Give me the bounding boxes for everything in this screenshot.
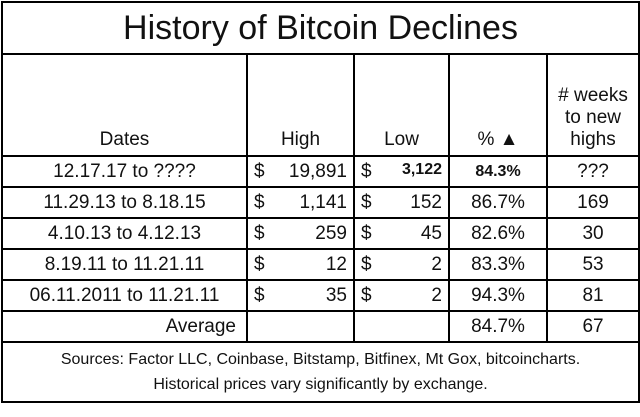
currency-symbol: $: [254, 191, 265, 213]
currency-symbol: $: [254, 222, 265, 244]
weeks-cell: 30: [545, 217, 640, 250]
currency-symbol: $: [254, 160, 265, 182]
money: $3,122: [361, 161, 442, 183]
high-cell: $12: [246, 248, 355, 281]
source-line: Sources: Factor LLC, Coinbase, Bitstamp,…: [60, 351, 581, 368]
declines-table: History of Bitcoin Declines Dates High L…: [0, 1, 640, 403]
pct-cell: 83.3%: [448, 248, 548, 281]
dates-cell: 06.11.2011 to 11.21.11: [1, 279, 248, 312]
dates-cell: 11.29.13 to 8.18.15: [1, 186, 248, 219]
table-body: 12.17.17 to ???? $19,891 $3,122 84.3%??? 11.…: [1, 155, 640, 312]
source-line: Historical prices vary significantly by …: [153, 376, 488, 393]
weeks-cell: 81: [545, 279, 640, 312]
dates-cell: 4.10.13 to 4.12.13: [1, 217, 248, 250]
money: $2: [361, 254, 442, 276]
money: $35: [254, 285, 347, 307]
table-row: 11.29.13 to 8.18.15 $1,141 $152 86.7% 169: [1, 186, 640, 219]
money: $19,891: [254, 161, 347, 183]
pct-cell: 82.6%: [448, 217, 548, 250]
amount: 2: [431, 253, 442, 275]
currency-symbol: $: [254, 253, 265, 275]
high-cell: $19,891: [246, 155, 355, 188]
average-label: Average: [1, 310, 248, 343]
low-cell: $152: [353, 186, 450, 219]
high-cell: $1,141: [246, 186, 355, 219]
amount: 12: [325, 253, 347, 275]
header-cell: # weeks to new highs: [545, 53, 640, 157]
table-row: 8.19.11 to 11.21.11 $12 $2 83.3% 53: [1, 248, 640, 281]
table-row: 4.10.13 to 4.12.13 $259 $45 82.6% 30: [1, 217, 640, 250]
weeks-cell: 53: [545, 248, 640, 281]
amount: 2: [431, 284, 442, 306]
low-cell: $2: [353, 279, 450, 312]
money: $1,141: [254, 192, 347, 214]
pct-cell: 84.3%: [448, 155, 548, 188]
amount: 3,122: [401, 160, 442, 178]
currency-symbol: $: [361, 160, 372, 182]
title: History of Bitcoin Declines: [0, 1, 640, 55]
pct-cell: 94.3%: [448, 279, 548, 312]
money: $2: [361, 285, 442, 307]
header-cell: High: [246, 53, 355, 157]
money: $152: [361, 192, 442, 214]
amount: 45: [420, 222, 442, 244]
currency-symbol: $: [361, 191, 372, 213]
low-cell: $2: [353, 248, 450, 281]
amount: 259: [315, 222, 347, 244]
amount: 152: [410, 191, 442, 213]
header-cell: % ▲: [448, 53, 548, 157]
empty-cell: [353, 310, 450, 343]
weeks-cell: 169: [545, 186, 640, 219]
amount: 1,141: [299, 191, 347, 213]
sources: Sources: Factor LLC, Coinbase, Bitstamp,…: [0, 341, 640, 403]
empty-cell: [246, 310, 355, 343]
dates-cell: 8.19.11 to 11.21.11: [1, 248, 248, 281]
low-cell: $45: [353, 217, 450, 250]
money: $45: [361, 223, 442, 245]
header-cell: Dates: [1, 53, 248, 157]
high-cell: $35: [246, 279, 355, 312]
currency-symbol: $: [254, 284, 265, 306]
dates-cell: 12.17.17 to ????: [1, 155, 248, 188]
high-cell: $259: [246, 217, 355, 250]
table-row: 12.17.17 to ???? $19,891 $3,122 84.3%???: [1, 155, 640, 188]
amount: 35: [325, 284, 347, 306]
low-cell: $3,122: [353, 155, 450, 188]
currency-symbol: $: [361, 253, 372, 275]
header-cell: Low: [353, 53, 450, 157]
pct-cell: 86.7%: [448, 186, 548, 219]
average-weeks: 67: [545, 310, 640, 343]
table-row: 06.11.2011 to 11.21.11 $35 $2 94.3% 81: [1, 279, 640, 312]
currency-symbol: $: [361, 284, 372, 306]
money: $12: [254, 254, 347, 276]
currency-symbol: $: [361, 222, 372, 244]
amount: 19,891: [288, 160, 347, 182]
average-pct: 84.7%: [448, 310, 548, 343]
weeks-cell: ???: [545, 155, 640, 188]
money: $259: [254, 223, 347, 245]
